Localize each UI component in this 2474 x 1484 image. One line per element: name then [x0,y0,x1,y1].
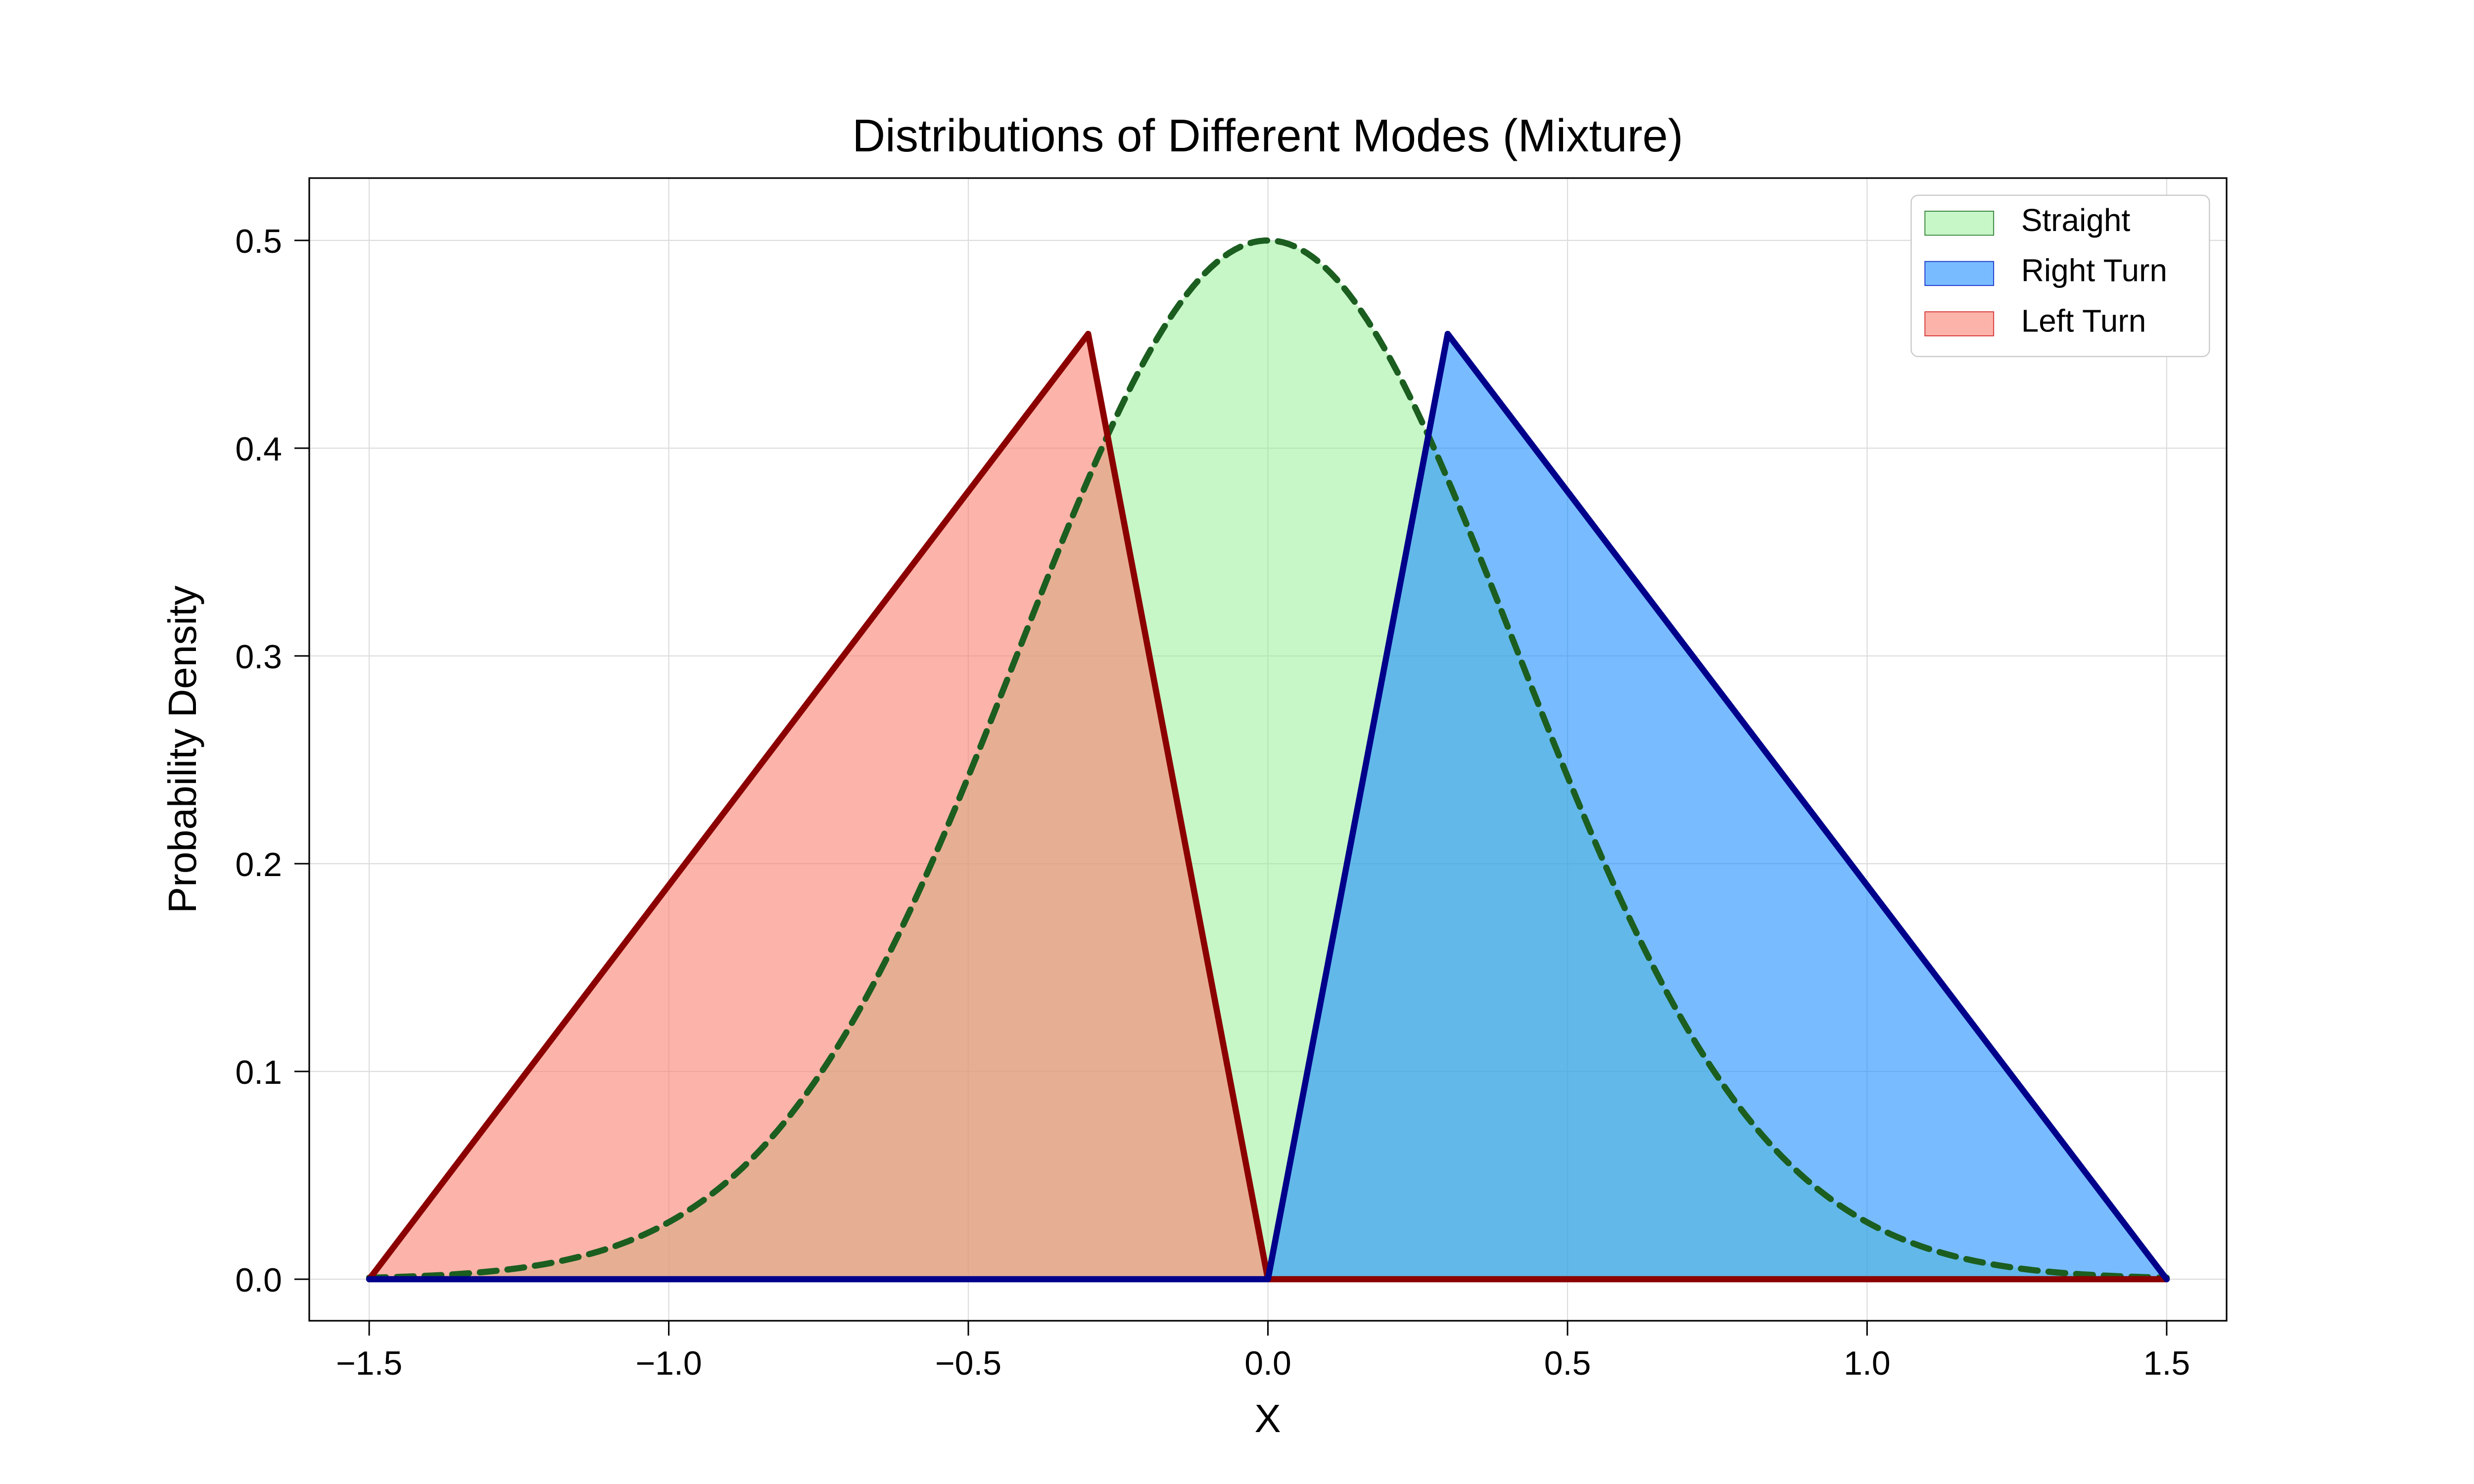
svg-text:0.2: 0.2 [235,846,282,883]
svg-text:Straight: Straight [2021,202,2131,238]
svg-text:Right Turn: Right Turn [2021,253,2167,288]
svg-text:Distributions of Different Mod: Distributions of Different Modes (Mixtur… [852,110,1683,161]
svg-text:−1.5: −1.5 [336,1345,402,1382]
svg-text:−0.5: −0.5 [935,1345,1001,1382]
svg-text:Probability Density: Probability Density [160,586,204,914]
svg-text:−1.0: −1.0 [635,1345,702,1382]
svg-text:1.0: 1.0 [1844,1345,1891,1382]
svg-text:0.4: 0.4 [235,430,282,468]
svg-text:Left Turn: Left Turn [2021,303,2146,339]
svg-text:0.1: 0.1 [235,1054,282,1091]
svg-text:0.5: 0.5 [1544,1345,1591,1382]
svg-text:0.0: 0.0 [1244,1345,1291,1382]
svg-text:1.5: 1.5 [2143,1345,2190,1382]
svg-text:0.0: 0.0 [235,1261,282,1299]
svg-text:X: X [1254,1396,1281,1440]
svg-text:0.3: 0.3 [235,638,282,676]
svg-text:0.5: 0.5 [235,223,282,260]
